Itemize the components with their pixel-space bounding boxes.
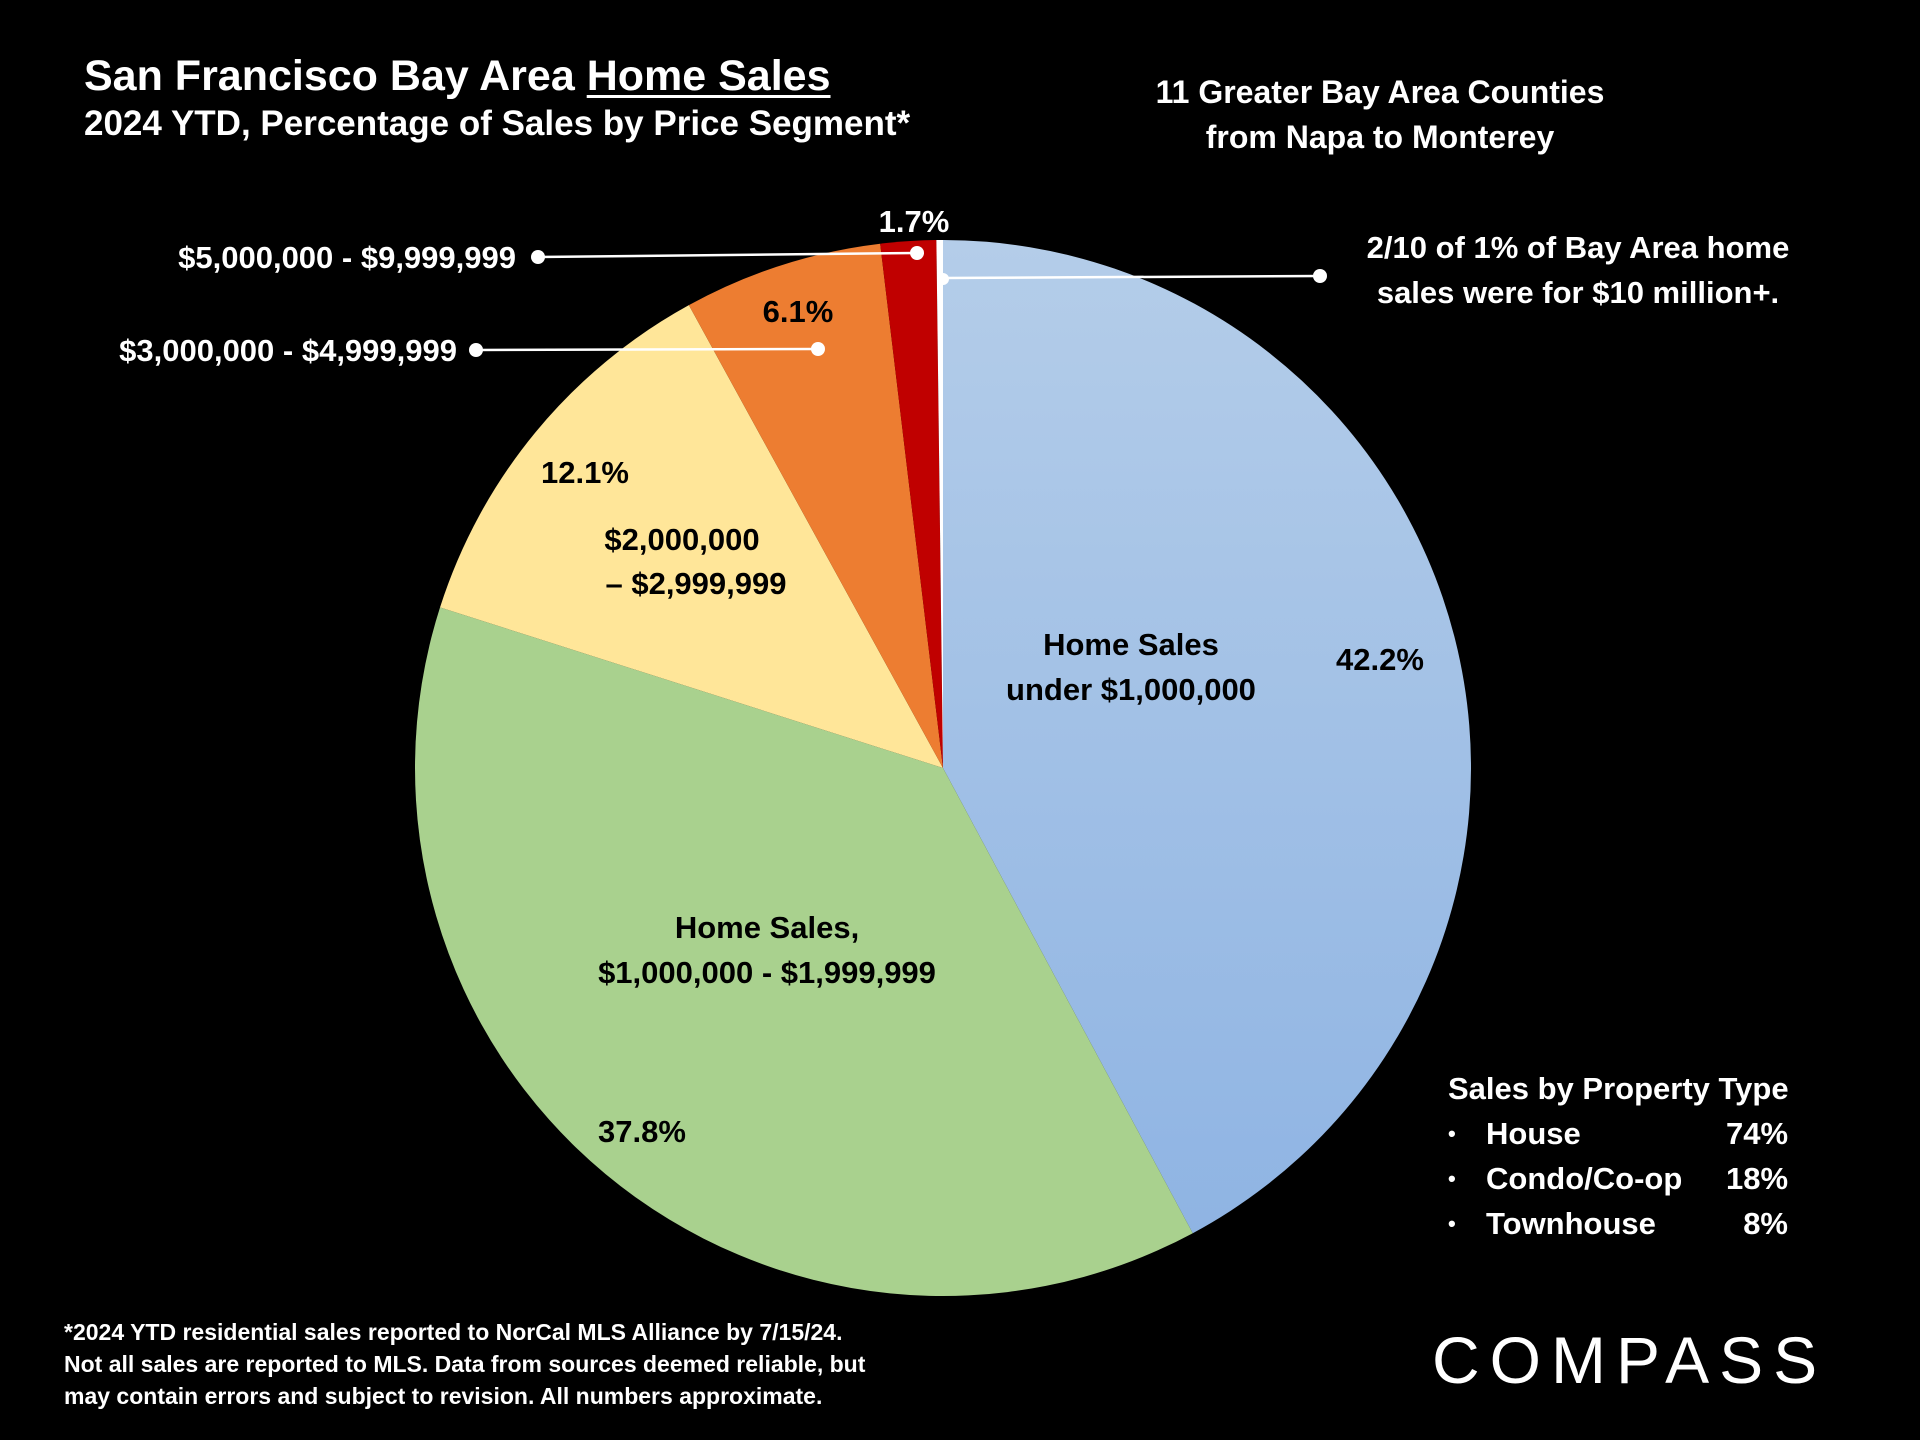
property-type-value: 74% xyxy=(1726,1116,1789,1151)
pie-slice-4 xyxy=(880,240,943,768)
callout-dot-five-to-ten-inner xyxy=(910,246,924,260)
property-type-value: 18% xyxy=(1726,1161,1789,1196)
slice-label-2m-3m-line2: – $2,999,999 xyxy=(605,566,786,601)
pie-slice-0 xyxy=(943,240,1471,1234)
property-type-name: House xyxy=(1486,1116,1581,1151)
pie-slice-3 xyxy=(688,243,943,768)
callout-five-to-ten: $5,000,000 - $9,999,999 xyxy=(178,240,516,275)
slice-label-under-1m-line2: under $1,000,000 xyxy=(1006,672,1256,707)
bullet-icon: • xyxy=(1448,1211,1456,1236)
property-type-row-house: • House 74% xyxy=(1448,1111,1789,1156)
callout-dot-ten-million-outer xyxy=(1313,269,1327,283)
bullet-icon: • xyxy=(1448,1166,1456,1191)
slice-value-under-1m: 42.2% xyxy=(1336,642,1424,677)
property-type-heading: Sales by Property Type xyxy=(1448,1071,1789,1106)
callout-dot-three-to-five-outer xyxy=(469,343,483,357)
chart-subtitle: 2024 YTD, Percentage of Sales by Price S… xyxy=(84,104,911,143)
callout-line-ten-million xyxy=(942,274,1321,280)
callout-line-five-to-ten xyxy=(537,251,918,259)
slice-value-1m-2m: 37.8% xyxy=(598,1114,686,1149)
footnote-line-2: Not all sales are reported to MLS. Data … xyxy=(64,1351,866,1377)
property-type-row-townhouse: • Townhouse 8% xyxy=(1448,1201,1789,1246)
pie-slice-5 xyxy=(936,240,943,768)
callout-dot-three-to-five-inner xyxy=(811,342,825,356)
region-note: 11 Greater Bay Area Counties from Napa t… xyxy=(1110,70,1650,160)
title-prefix: San Francisco Bay Area xyxy=(84,52,587,100)
property-type-row-condo: • Condo/Co-op 18% xyxy=(1448,1156,1789,1201)
callout-line-three-to-five xyxy=(475,347,819,352)
property-type-name: Townhouse xyxy=(1486,1206,1656,1241)
property-type-name: Condo/Co-op xyxy=(1486,1161,1683,1196)
pie-slices xyxy=(415,240,1471,1296)
footnote-line-3: may contain errors and subject to revisi… xyxy=(64,1383,823,1409)
slice-label-1m-2m-line2: $1,000,000 - $1,999,999 xyxy=(598,955,936,990)
footnote: *2024 YTD residential sales reported to … xyxy=(64,1316,865,1412)
slice-value-2m-3m: 12.1% xyxy=(541,455,629,490)
bullet-icon: • xyxy=(1448,1121,1456,1146)
pie-slice-1 xyxy=(415,607,1193,1296)
footnote-line-1: *2024 YTD residential sales reported to … xyxy=(64,1319,843,1345)
property-type-value: 8% xyxy=(1743,1206,1788,1241)
region-line-1: 11 Greater Bay Area Counties xyxy=(1155,74,1605,110)
callout-dot-ten-million-inner xyxy=(937,273,949,285)
slice-value-5m-10m: 1.7% xyxy=(879,204,950,239)
slice-label-2m-3m-line1: $2,000,000 xyxy=(604,522,759,557)
title-underlined: Home Sales xyxy=(586,52,831,100)
pie-slice-2 xyxy=(440,305,943,768)
slice-value-3m-5m: 6.1% xyxy=(763,294,834,329)
chart-title: San Francisco Bay Area Home Sales xyxy=(84,52,831,101)
callout-ten-million-line2: sales were for $10 million+. xyxy=(1377,275,1779,310)
compass-logo: COMPASS xyxy=(1432,1323,1828,1397)
property-type-list: Sales by Property Type • House 74% • Con… xyxy=(1448,1066,1789,1246)
region-line-2: from Napa to Monterey xyxy=(1205,119,1555,155)
callout-ten-million-line1: 2/10 of 1% of Bay Area home xyxy=(1367,230,1790,265)
callout-three-to-five: $3,000,000 - $4,999,999 xyxy=(119,333,457,368)
slice-label-under-1m-line1: Home Sales xyxy=(1043,627,1219,662)
callout-dot-five-to-ten-outer xyxy=(531,250,545,264)
slice-label-1m-2m-line1: Home Sales, xyxy=(675,910,859,945)
